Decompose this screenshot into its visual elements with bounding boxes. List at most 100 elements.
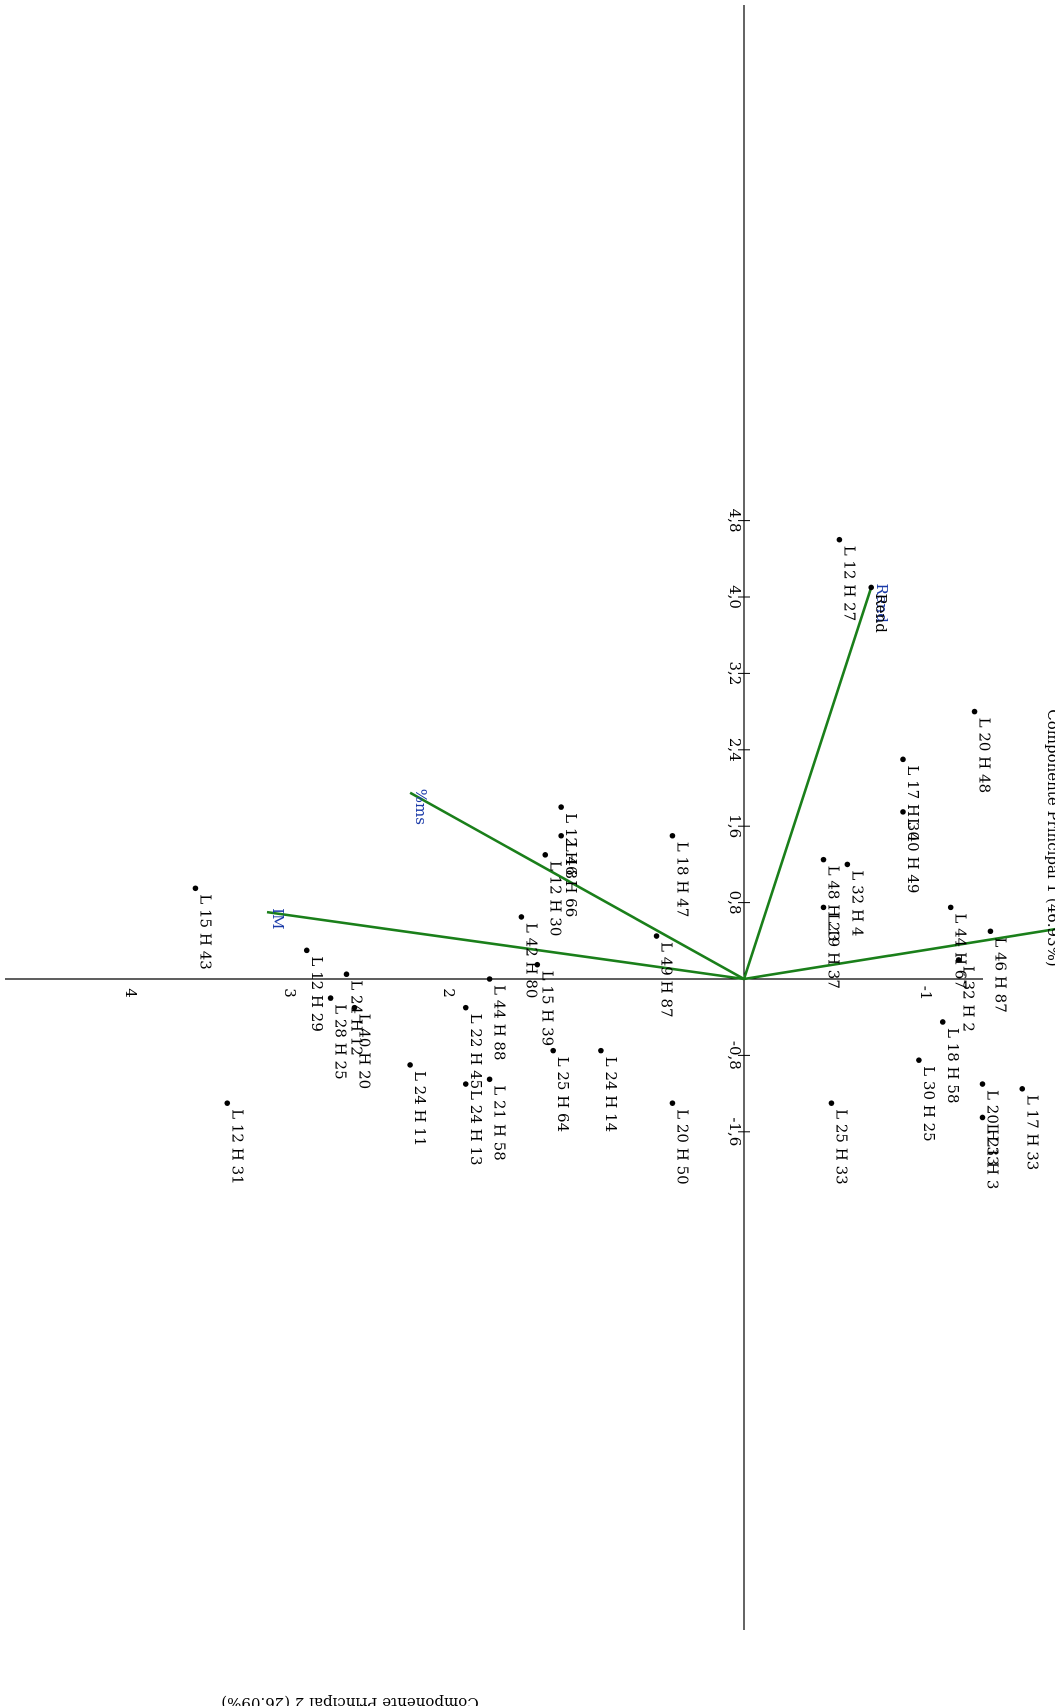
score-point-label: L 46 H 87 (991, 937, 1009, 1013)
score-point-label: L 12 H 27 (840, 546, 858, 622)
x-axis-title: Componente Principal 1 (46.93%) (1044, 709, 1055, 966)
score-point-label: L 24 H 12 (348, 980, 366, 1056)
x-tick-label: -1,6 (726, 1117, 744, 1146)
score-point (939, 1019, 946, 1025)
y-tick-label: -1 (917, 986, 935, 1001)
score-point (868, 584, 874, 591)
score-point-label: L 12 H 29 (308, 956, 326, 1032)
score-point (486, 976, 493, 982)
score-point-label: L 30 H 25 (920, 1066, 938, 1142)
score-point (947, 904, 954, 911)
score-point (987, 928, 994, 935)
score-point-label: L 25 H 33 (832, 1109, 850, 1185)
vector-label: Rend (873, 583, 891, 623)
y-tick-label: 3 (281, 988, 299, 998)
score-point (836, 536, 843, 543)
score-point-label: L 48 H 23 (825, 866, 843, 942)
score-point-label: L 20 H 50 (673, 1109, 691, 1185)
score-point-label: L 40 H 20 (355, 1014, 373, 1090)
score-point (351, 1004, 358, 1011)
score-point-label: L 17 H 30 (904, 765, 922, 841)
vector-line (742, 587, 873, 980)
score-point (820, 856, 827, 863)
score-point (916, 1057, 922, 1063)
x-tick-label: 0,8 (726, 891, 744, 915)
score-point-label: L 32 H 4 (848, 870, 866, 936)
score-point (486, 1076, 493, 1083)
score-point-label: L 18 H 47 (673, 842, 691, 918)
score-point-label: L 44 H 88 (491, 985, 509, 1061)
score-point-label: L 24 H 13 (467, 1090, 485, 1166)
score-point (407, 1062, 413, 1068)
score-point-label: L 21 H 58 (491, 1085, 509, 1161)
score-point-label: L 46 H 66 (562, 842, 580, 918)
score-point (598, 1047, 604, 1054)
score-point (669, 1100, 676, 1106)
score-point (844, 861, 851, 868)
score-point (327, 995, 334, 1001)
vector-line (266, 910, 745, 981)
score-point (303, 947, 310, 954)
score-point (979, 1081, 986, 1087)
x-tick-label: 2,4 (726, 738, 744, 762)
score-point (558, 832, 564, 839)
y-axis-title: Componente Principal 2 (26.09%) (221, 1694, 478, 1706)
score-point (224, 1100, 231, 1106)
score-point-label: L 44 H 67 (952, 913, 970, 989)
y-ticks: 5432-1-2-3-4 (102, 978, 935, 1001)
vector-line (409, 791, 745, 981)
score-point (343, 971, 350, 978)
score-point-label: L 20 H 48 (976, 718, 994, 794)
score-point (558, 804, 564, 810)
score-point-label: L 40 H 49 (904, 818, 922, 894)
x-tick-label: 3,2 (726, 661, 744, 685)
score-point-label: L 15 H 43 (196, 894, 214, 970)
score-point-label: L 32 H 2 (960, 966, 978, 1032)
score-point (971, 708, 978, 715)
score-point (653, 933, 660, 939)
vector-label: IM (269, 908, 287, 929)
score-point-label: L 12 H 30 (546, 861, 564, 937)
score-point (900, 809, 906, 815)
score-point (462, 1081, 469, 1087)
score-point (979, 1114, 986, 1121)
score-point-label: L 12 H 31 (228, 1109, 246, 1185)
x-ticks: 4,8 4,0 3,2 2,4 1,6 0,8 -0,8 -1,6 (726, 509, 750, 1146)
score-point-label: L 28 H 25 (332, 1004, 350, 1080)
score-point (1019, 1086, 1026, 1092)
score-point-label: L 17 H 33 (1023, 1095, 1041, 1171)
score-point (542, 852, 549, 858)
score-point (669, 832, 676, 839)
score-point-label: L 21 H 3 (984, 1123, 1002, 1189)
score-point (534, 961, 541, 968)
scores-points: L 23 H 36L 15 H 43L 12 H 31L 12 H 29L 24… (192, 536, 1041, 1189)
score-point-label: L 18 H 58 (944, 1028, 962, 1104)
score-point-label: L 25 H 64 (554, 1057, 572, 1133)
loading-vectors: Rend%msIMIS (266, 583, 1055, 981)
score-point (550, 1047, 556, 1054)
score-point (462, 1004, 469, 1011)
score-point (518, 914, 525, 920)
score-point-label: L 42 H 80 (522, 923, 540, 999)
score-point (820, 904, 827, 911)
score-point (828, 1100, 835, 1106)
score-point-label: L 22 H 45 (467, 1014, 485, 1090)
y-tick-label: 2 (440, 988, 458, 998)
score-point-label: Rend (872, 593, 890, 633)
score-point (192, 885, 199, 892)
x-tick-label: 1,6 (726, 814, 744, 838)
score-point (900, 756, 906, 763)
score-point-label: L 20 H 33 (984, 1090, 1002, 1166)
score-point-label: L 49 H 87 (658, 942, 676, 1018)
vector-line (743, 927, 1055, 981)
score-point-label: L 24 H 11 (411, 1071, 429, 1147)
axes (5, 5, 983, 1630)
score-point-label: L 12 H 8 (562, 813, 580, 879)
score-point-label: L 19 H 37 (825, 913, 843, 989)
vector-label: %ms (412, 789, 430, 825)
x-tick-label: -0,8 (726, 1041, 744, 1070)
y-tick-label: 4 (122, 988, 140, 998)
score-point-label: L 24 H 14 (602, 1057, 620, 1133)
x-tick-label: 4,0 (726, 585, 744, 609)
